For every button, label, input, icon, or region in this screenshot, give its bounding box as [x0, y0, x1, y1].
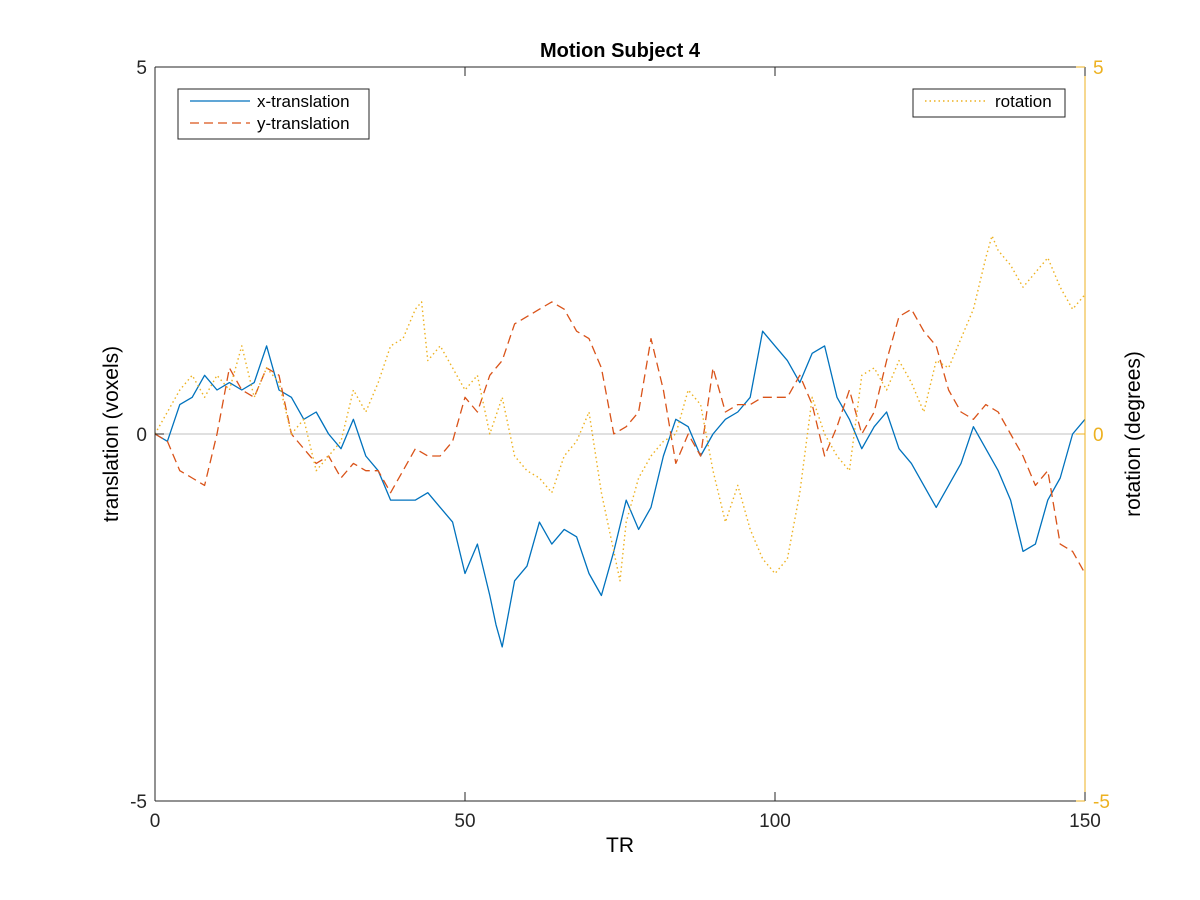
x-tick-label: 50 — [454, 811, 475, 832]
legend-rotation-label: rotation — [995, 92, 1052, 111]
plot-area — [154, 235, 1086, 648]
chart-title: Motion Subject 4 — [540, 40, 701, 62]
x-tick-label: 0 — [150, 811, 161, 832]
x-tick-label: 150 — [1069, 811, 1101, 832]
right-y-axis-label: rotation (degrees) — [1122, 351, 1145, 517]
legend-rotation-box — [912, 88, 1066, 118]
legend-x-translation-label: x-translation — [257, 92, 350, 111]
x-tick-label: 100 — [759, 811, 791, 832]
left-y-axis-label: translation (voxels) — [100, 346, 123, 522]
right-y-tick-label: 0 — [1093, 425, 1104, 446]
right-y-tick-label: -5 — [1093, 792, 1110, 813]
left-y-tick-label: 0 — [136, 425, 147, 446]
legend-rotation: rotation — [912, 88, 1066, 118]
series-line-y-translation — [154, 301, 1086, 574]
x-axis-label: TR — [606, 834, 634, 857]
series-layer — [154, 235, 1086, 648]
legend-translation: x-translation y-translation — [177, 88, 370, 140]
left-y-tick-label: 5 — [136, 58, 147, 79]
series-line-rotation — [154, 235, 1086, 582]
right-y-tick-label: 5 — [1093, 58, 1104, 79]
left-y-tick-label: -5 — [130, 792, 147, 813]
legend-translation-box — [177, 88, 370, 140]
series-line-x-translation — [154, 330, 1086, 648]
axes-layer: 0 50 100 150-505-505 — [130, 58, 1110, 832]
legend-y-translation-label: y-translation — [257, 114, 350, 133]
ticks-layer: 0 50 100 150-505-505 — [130, 58, 1110, 832]
